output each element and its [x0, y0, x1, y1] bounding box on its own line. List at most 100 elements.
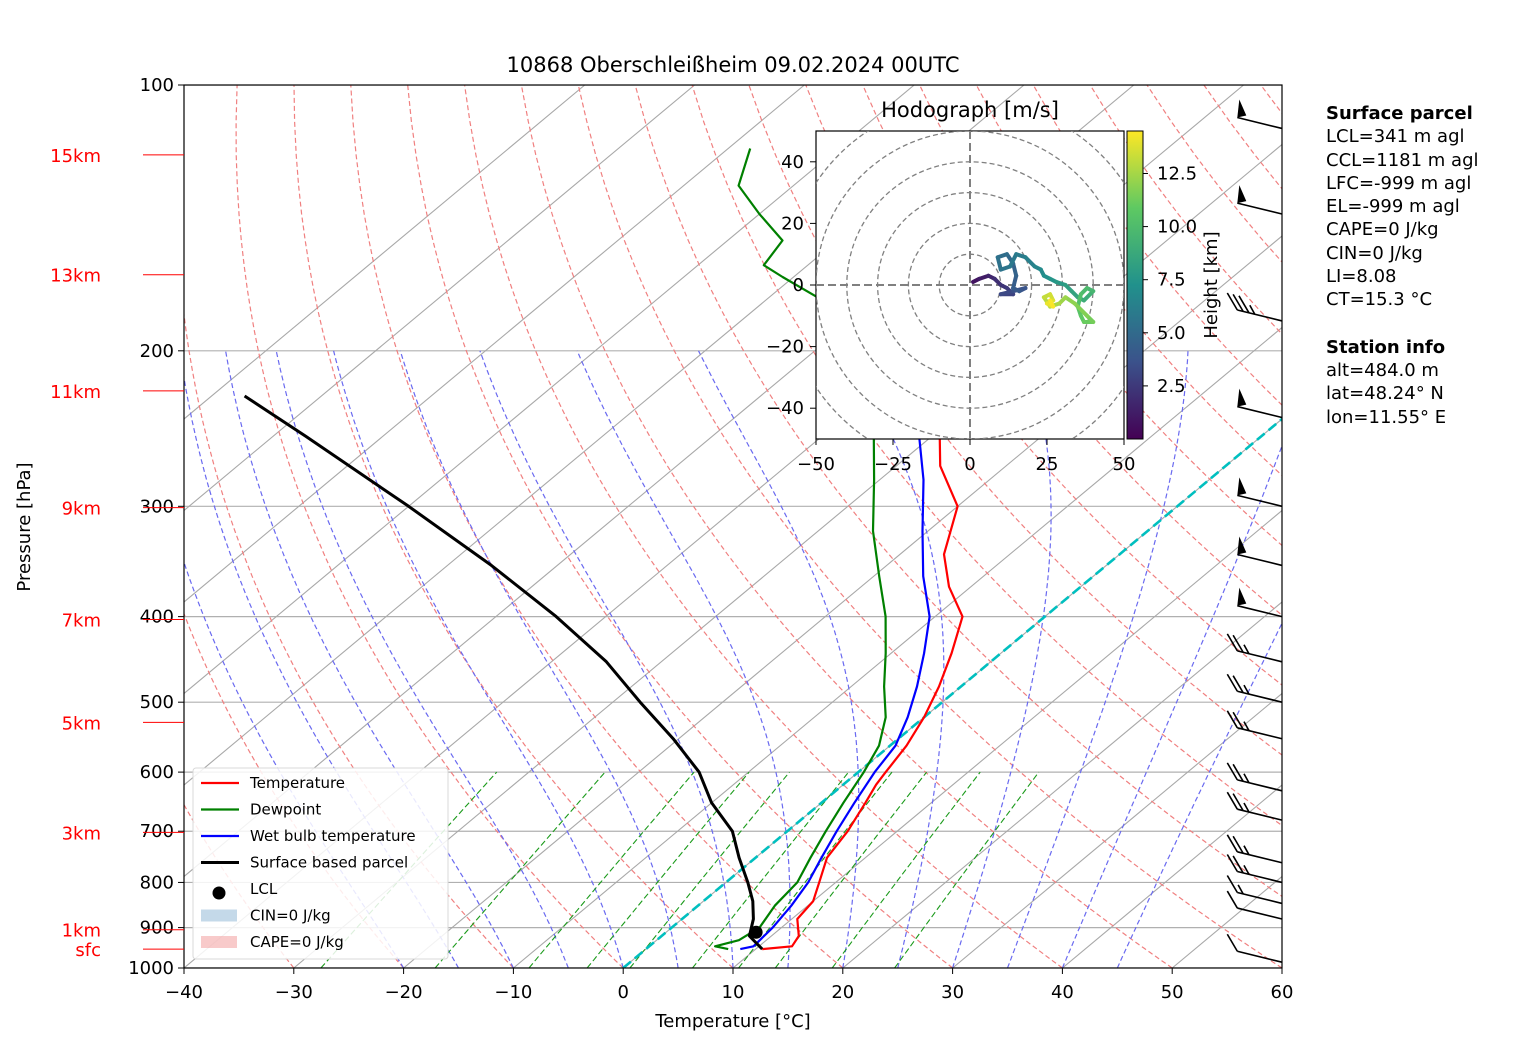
barb-shaft	[1237, 950, 1283, 963]
moist-adiabat	[1116, 621, 1282, 968]
dry-adiabat	[975, 85, 1282, 477]
height-label: 3km	[62, 823, 101, 844]
y-axis-label: Pressure [hPa]	[14, 462, 35, 591]
x-tick-label: 40	[1051, 982, 1074, 1003]
height-label: 13km	[50, 266, 101, 287]
isotherm	[732, 509, 1282, 968]
barb-flag	[1226, 890, 1239, 909]
dry-adiabat	[407, 85, 953, 968]
height-label: 5km	[62, 713, 101, 734]
hodograph-grid	[816, 131, 1124, 439]
height-label: 1km	[62, 921, 101, 942]
legend-label: Dewpoint	[250, 801, 321, 819]
hodo-y-label: 0	[793, 275, 804, 296]
colorbar-tick-label: 5.0	[1157, 323, 1186, 344]
barb-shaft	[1237, 690, 1283, 703]
surface-line: CAPE=0 J/kg	[1326, 219, 1439, 241]
hodo-trace	[998, 289, 1016, 297]
legend-label: Wet bulb temperature	[250, 827, 416, 845]
info-panel: Surface parcel LCL=341 m agl CCL=1181 m …	[1326, 102, 1479, 429]
wind-barb	[1226, 834, 1283, 864]
x-tick-label: 50	[1161, 982, 1184, 1003]
barb-flag	[1226, 673, 1239, 692]
barb-halfflag	[1237, 884, 1244, 895]
wind-barb	[1226, 762, 1283, 792]
wind-barb	[1226, 791, 1283, 821]
barb-halfflag	[1243, 684, 1250, 695]
moist-adiabat	[952, 350, 1052, 968]
mixing-ratio-line	[629, 771, 790, 968]
legend-label: LCL	[250, 880, 278, 898]
legend-label: Surface based parcel	[250, 854, 408, 872]
barb-pennant	[1237, 536, 1247, 555]
wind-barb	[1226, 710, 1283, 740]
y-tick-label: 200	[140, 341, 174, 362]
barb-flag	[1232, 793, 1244, 812]
mixing-ratio-line	[434, 771, 606, 968]
hodo-trace	[1048, 298, 1056, 309]
moist-adiabat	[184, 374, 460, 968]
surface-line: CT=15.3 °C	[1326, 289, 1433, 311]
barb-flag	[1226, 854, 1239, 872]
x-tick-label: 20	[831, 982, 854, 1003]
barb-flag	[1226, 710, 1239, 729]
isotherm	[1062, 784, 1282, 968]
barb-flag	[1226, 292, 1239, 311]
station-line: lon=11.55° E	[1326, 406, 1447, 428]
isotherm	[293, 143, 1282, 968]
barb-flag	[1232, 634, 1244, 653]
axes-layer: −40 −30 −20 −10 0 10 20 30 40 50 60100200300400500…	[50, 75, 1293, 1003]
legend-box	[192, 767, 449, 960]
barb-flag	[1226, 875, 1239, 893]
mixing-ratio-line	[320, 771, 498, 968]
isotherm	[184, 85, 805, 603]
hodo-trace	[1072, 301, 1090, 318]
barb-halfflag	[1243, 802, 1250, 813]
colorbar-tick-label: 7.5	[1157, 270, 1186, 291]
barb-pennant	[1237, 477, 1247, 496]
barb-shaft	[1237, 309, 1283, 322]
legend: Temperature Dewpoint Wet bulb temperature S…	[192, 767, 449, 960]
isotherm	[403, 235, 1282, 968]
barb-flag	[1226, 791, 1239, 810]
mixing-ratio-line	[738, 771, 893, 968]
y-tick-label: 900	[140, 918, 174, 939]
wind-barb	[1226, 890, 1283, 920]
barb-flag	[1232, 711, 1244, 730]
hodo-x-label: 25	[1036, 454, 1059, 475]
hodo-x-label: −25	[874, 454, 912, 475]
mixing-ratio-line	[528, 771, 695, 968]
surface-line: LFC=-999 m agl	[1326, 172, 1472, 194]
barb-shaft	[1237, 553, 1283, 567]
barb-shaft	[1237, 779, 1283, 792]
y-tick-label: 400	[140, 607, 174, 628]
series-line	[243, 394, 764, 951]
y-tick-label: 1000	[128, 958, 174, 979]
surface-line: CCL=1181 m agl	[1326, 149, 1479, 171]
barb-pennant	[1237, 99, 1247, 118]
barb-shaft	[1237, 891, 1283, 905]
height-label: 7km	[62, 610, 101, 631]
hodo-y-label: 40	[781, 152, 804, 173]
wind-barb	[1226, 875, 1283, 905]
hodo-y-label: 20	[781, 213, 804, 234]
surface-line: EL=-999 m agl	[1326, 196, 1460, 218]
x-tick-label: −10	[494, 982, 532, 1003]
height-label: sfc	[75, 940, 101, 961]
mixing-ratio-line	[831, 771, 981, 968]
x-axis-label: Temperature [°C]	[654, 1011, 810, 1032]
hodo-trace	[1008, 252, 1019, 269]
hodo-trace	[1011, 261, 1019, 278]
isotherm	[513, 326, 1282, 968]
wind-barb	[1226, 292, 1283, 322]
series-line	[714, 148, 887, 951]
wind-barb	[1237, 99, 1283, 130]
moist-adiabat	[275, 350, 569, 968]
isotherm	[842, 601, 1282, 968]
hodo-y-label: −40	[766, 398, 804, 419]
moist-adiabat	[1061, 444, 1282, 968]
y-tick-label: 800	[140, 872, 174, 893]
hodograph-frame	[815, 130, 1125, 440]
dry-adiabat	[577, 85, 1282, 968]
barb-shaft	[1237, 116, 1283, 130]
